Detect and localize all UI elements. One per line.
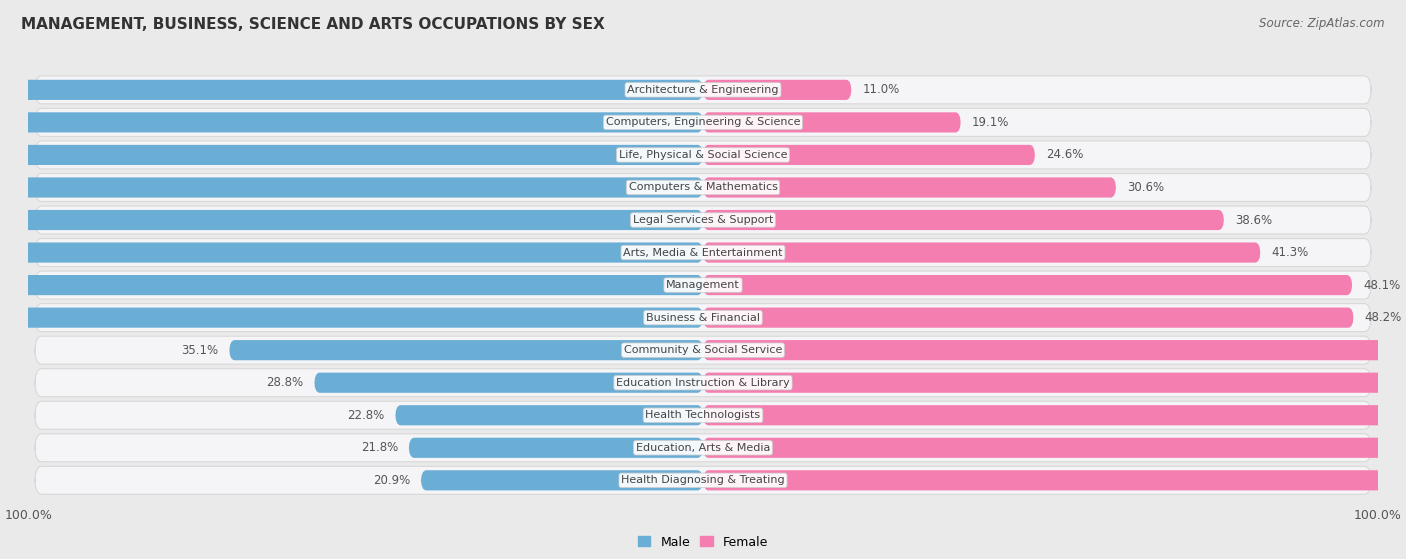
Text: 30.6%: 30.6% bbox=[1126, 181, 1164, 194]
FancyBboxPatch shape bbox=[703, 80, 852, 100]
FancyBboxPatch shape bbox=[703, 405, 1406, 425]
FancyBboxPatch shape bbox=[35, 173, 1371, 201]
Text: Source: ZipAtlas.com: Source: ZipAtlas.com bbox=[1260, 17, 1385, 30]
Text: Life, Physical & Social Science: Life, Physical & Social Science bbox=[619, 150, 787, 160]
FancyBboxPatch shape bbox=[4, 307, 703, 328]
Text: Education, Arts & Media: Education, Arts & Media bbox=[636, 443, 770, 453]
Text: Health Diagnosing & Treating: Health Diagnosing & Treating bbox=[621, 475, 785, 485]
Text: 22.8%: 22.8% bbox=[347, 409, 384, 421]
FancyBboxPatch shape bbox=[0, 210, 703, 230]
Text: 11.0%: 11.0% bbox=[862, 83, 900, 96]
FancyBboxPatch shape bbox=[35, 108, 1371, 136]
FancyBboxPatch shape bbox=[35, 239, 1371, 267]
FancyBboxPatch shape bbox=[703, 470, 1406, 490]
FancyBboxPatch shape bbox=[35, 141, 1371, 169]
FancyBboxPatch shape bbox=[3, 275, 703, 295]
FancyBboxPatch shape bbox=[35, 76, 1371, 104]
Text: 19.1%: 19.1% bbox=[972, 116, 1010, 129]
FancyBboxPatch shape bbox=[0, 243, 703, 263]
Text: 20.9%: 20.9% bbox=[373, 474, 411, 487]
Text: 28.8%: 28.8% bbox=[266, 376, 304, 389]
Text: Legal Services & Support: Legal Services & Support bbox=[633, 215, 773, 225]
Text: Computers, Engineering & Science: Computers, Engineering & Science bbox=[606, 117, 800, 127]
Text: Computers & Mathematics: Computers & Mathematics bbox=[628, 182, 778, 192]
FancyBboxPatch shape bbox=[35, 401, 1371, 429]
Text: Business & Financial: Business & Financial bbox=[645, 312, 761, 323]
FancyBboxPatch shape bbox=[703, 275, 1353, 295]
FancyBboxPatch shape bbox=[703, 112, 960, 132]
Text: 41.3%: 41.3% bbox=[1271, 246, 1309, 259]
FancyBboxPatch shape bbox=[703, 145, 1035, 165]
Text: MANAGEMENT, BUSINESS, SCIENCE AND ARTS OCCUPATIONS BY SEX: MANAGEMENT, BUSINESS, SCIENCE AND ARTS O… bbox=[21, 17, 605, 32]
FancyBboxPatch shape bbox=[0, 145, 703, 165]
Text: Management: Management bbox=[666, 280, 740, 290]
FancyBboxPatch shape bbox=[35, 434, 1371, 462]
FancyBboxPatch shape bbox=[420, 470, 703, 490]
FancyBboxPatch shape bbox=[703, 340, 1406, 360]
FancyBboxPatch shape bbox=[703, 438, 1406, 458]
FancyBboxPatch shape bbox=[229, 340, 703, 360]
FancyBboxPatch shape bbox=[703, 177, 1116, 197]
Text: Education Instruction & Library: Education Instruction & Library bbox=[616, 378, 790, 388]
FancyBboxPatch shape bbox=[35, 336, 1371, 364]
Text: 38.6%: 38.6% bbox=[1234, 214, 1272, 226]
Text: Arts, Media & Entertainment: Arts, Media & Entertainment bbox=[623, 248, 783, 258]
Text: 48.1%: 48.1% bbox=[1362, 278, 1400, 292]
FancyBboxPatch shape bbox=[703, 373, 1406, 393]
Text: 48.2%: 48.2% bbox=[1364, 311, 1402, 324]
Text: Architecture & Engineering: Architecture & Engineering bbox=[627, 85, 779, 95]
FancyBboxPatch shape bbox=[315, 373, 703, 393]
FancyBboxPatch shape bbox=[0, 177, 703, 197]
FancyBboxPatch shape bbox=[35, 304, 1371, 331]
FancyBboxPatch shape bbox=[395, 405, 703, 425]
Text: 21.8%: 21.8% bbox=[361, 441, 398, 454]
Legend: Male, Female: Male, Female bbox=[633, 530, 773, 553]
FancyBboxPatch shape bbox=[703, 243, 1260, 263]
FancyBboxPatch shape bbox=[35, 466, 1371, 494]
Text: Community & Social Service: Community & Social Service bbox=[624, 345, 782, 355]
Text: 24.6%: 24.6% bbox=[1046, 149, 1083, 162]
FancyBboxPatch shape bbox=[409, 438, 703, 458]
FancyBboxPatch shape bbox=[35, 271, 1371, 299]
FancyBboxPatch shape bbox=[703, 307, 1354, 328]
FancyBboxPatch shape bbox=[0, 112, 703, 132]
FancyBboxPatch shape bbox=[35, 369, 1371, 397]
FancyBboxPatch shape bbox=[35, 206, 1371, 234]
Text: Health Technologists: Health Technologists bbox=[645, 410, 761, 420]
FancyBboxPatch shape bbox=[703, 210, 1225, 230]
Text: 35.1%: 35.1% bbox=[181, 344, 218, 357]
FancyBboxPatch shape bbox=[0, 80, 703, 100]
